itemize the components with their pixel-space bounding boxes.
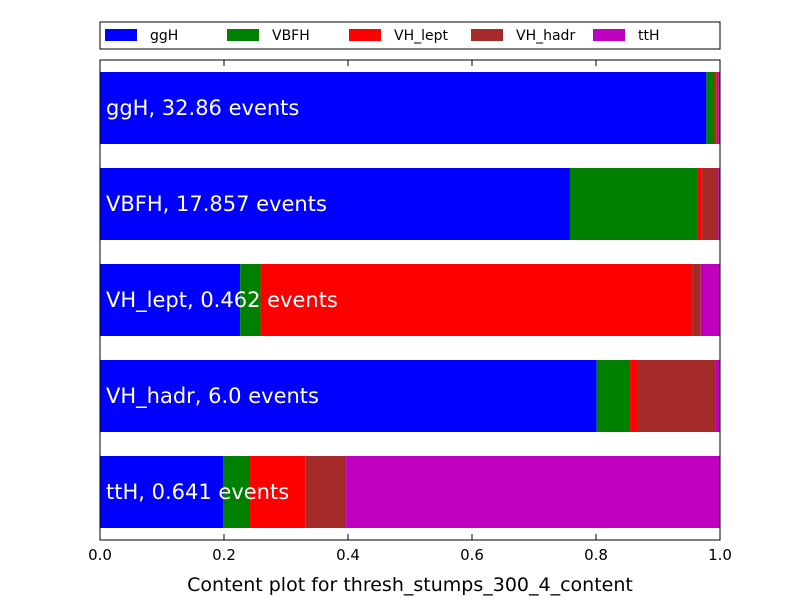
bar-segment-vh-lept-row-2 [260,264,693,336]
legend-swatch-vh-lept [349,29,381,41]
bar-label: ggH, 32.86 events [106,96,299,120]
bar-segment-ggh-row-4 [100,456,224,528]
bar-segment-vh-lept-row-0 [714,72,717,144]
bar-segment-ggh-row-1 [100,168,570,240]
legend: ggH VBFH VH_lept VH_hadr ttH [99,21,721,50]
bar-label: VH_hadr, 6.0 events [106,384,319,409]
x-tick-label: 0.6 [460,546,484,564]
bar-segment-tth-row-3 [715,360,720,432]
bar-label: VH_lept, 0.462 events [106,288,338,313]
bar-segment-vh-hadr-row-4 [305,456,347,528]
legend-swatch-tth [593,29,625,41]
x-axis: 0.0 0.2 0.4 0.6 0.8 1.0 [88,60,732,564]
legend-label: ttH [638,28,660,44]
legend-label: VBFH [272,28,310,44]
legend-label: VH_hadr [516,28,575,44]
bar-segment-tth-row-4 [346,456,720,528]
bar-segment-ggh-row-2 [100,264,241,336]
bar-label: ttH, 0.641 events [106,480,289,504]
bar-segment-tth-row-2 [700,264,720,336]
bar-segment-tth-row-1 [718,168,720,240]
bar-segment-vh-lept-row-4 [250,456,306,528]
legend-label: VH_lept [394,28,448,44]
bar-segment-vh-lept-row-3 [630,360,638,432]
x-tick-label: 0.8 [584,546,608,564]
bar-segment-ggh-row-3 [100,360,597,432]
legend-swatch-vh-hadr [471,29,503,41]
plot-frame [99,59,721,541]
x-tick-label: 1.0 [708,546,732,564]
bar-segment-vh-hadr-row-3 [637,360,716,432]
legend-label: ggH [150,28,178,44]
legend-swatch-ggh [105,29,137,41]
bar-segment-vbfh-row-4 [223,456,251,528]
bar-segment-tth-row-0 [718,72,720,144]
bar-segment-vbfh-row-2 [240,264,261,336]
bars-group [100,72,720,528]
bar-segment-vh-lept-row-1 [697,168,702,240]
bar-segment-ggh-row-0 [100,72,707,144]
legend-swatch-vbfh [227,29,259,41]
bar-segment-vh-hadr-row-2 [692,264,701,336]
x-tick-label: 0.2 [212,546,236,564]
bar-segment-vh-hadr-row-1 [701,168,719,240]
bar-segment-vbfh-row-3 [596,360,631,432]
bar-segment-vbfh-row-1 [569,168,698,240]
x-axis-label: Content plot for thresh_stumps_300_4_con… [187,574,633,596]
bar-label: VBFH, 17.857 events [106,192,327,216]
bar-labels-group: ggH, 32.86 events VBFH, 17.857 events VH_l… [106,96,338,504]
x-tick-label: 0.0 [88,546,112,564]
x-tick-label: 0.4 [336,546,360,564]
bar-segment-vbfh-row-0 [706,72,715,144]
bar-segment-vh-hadr-row-0 [716,72,719,144]
